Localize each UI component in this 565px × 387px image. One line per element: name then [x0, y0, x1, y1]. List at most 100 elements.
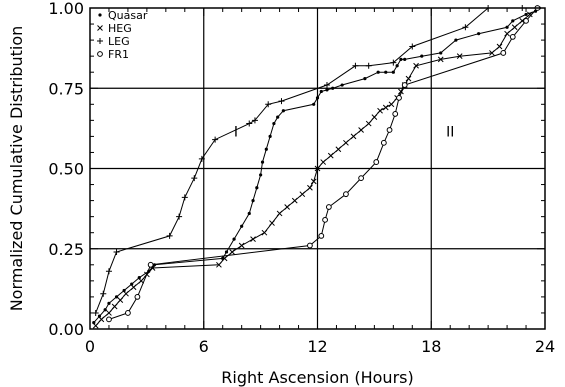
- data-point-heg: [405, 75, 412, 82]
- data-point-heg: [261, 229, 268, 236]
- data-point-quasar: [439, 51, 443, 55]
- data-point-heg: [504, 30, 510, 37]
- data-point-leg: [113, 248, 120, 255]
- legend-marker-heg: [97, 25, 103, 31]
- data-point-quasar: [224, 250, 229, 254]
- data-point-heg: [284, 204, 291, 210]
- data-point-fr1: [318, 233, 325, 239]
- data-point-heg: [489, 50, 495, 56]
- series-line-heg: [95, 14, 531, 327]
- data-point-quasar: [395, 64, 399, 68]
- data-point-heg: [320, 159, 327, 165]
- data-point-heg: [238, 242, 245, 249]
- data-point-heg: [111, 303, 118, 310]
- region-label: I: [234, 124, 238, 140]
- data-point-heg: [526, 11, 533, 18]
- data-point-heg: [250, 236, 256, 242]
- x-tick-label: 12: [307, 337, 327, 356]
- data-point-heg: [130, 284, 137, 291]
- legend-marker-quasar: [98, 13, 102, 17]
- data-point-fr1: [396, 94, 402, 101]
- data-point-heg: [310, 178, 317, 185]
- data-point-quasar: [340, 83, 344, 87]
- legend-item-fr1: FR1: [97, 48, 129, 61]
- data-point-leg: [409, 43, 416, 50]
- data-point-quasar: [97, 314, 102, 318]
- legend-marker-fr1: [97, 51, 103, 57]
- data-point-leg: [181, 194, 188, 201]
- data-point-heg: [365, 120, 372, 127]
- y-tick-label: 1.00: [48, 0, 84, 18]
- data-point-quasar: [399, 57, 403, 61]
- y-tick-label: 0.50: [48, 160, 84, 179]
- data-point-heg: [358, 127, 364, 133]
- y-tick-label: 0.75: [48, 79, 84, 98]
- legend-item-quasar: Quasar: [98, 9, 148, 22]
- data-point-heg: [511, 24, 518, 31]
- data-point-quasar: [272, 121, 276, 126]
- series-line-leg: [95, 7, 523, 314]
- data-point-heg: [117, 297, 124, 303]
- legend-label-heg: HEG: [108, 22, 132, 35]
- data-point-heg: [123, 290, 129, 297]
- data-point-quasar: [268, 134, 272, 138]
- data-point-quasar: [384, 70, 388, 74]
- data-point-quasar: [232, 237, 236, 241]
- x-tick-label: 18: [421, 337, 441, 356]
- data-point-fr1: [343, 191, 349, 198]
- data-point-leg: [246, 120, 253, 127]
- x-tick-label: 24: [535, 337, 555, 356]
- data-point-fr1: [106, 316, 112, 323]
- data-point-fr1: [386, 127, 393, 133]
- x-tick-label: 0: [85, 337, 95, 356]
- data-point-heg: [382, 104, 389, 111]
- data-point-quasar: [114, 295, 119, 299]
- data-point-leg: [390, 59, 397, 66]
- data-point-quasar: [312, 102, 316, 106]
- data-point-quasar: [363, 77, 367, 81]
- legend-item-leg: LEG: [97, 35, 130, 48]
- data-point-quasar: [107, 301, 111, 305]
- data-point-heg: [106, 310, 112, 316]
- data-point-fr1: [325, 204, 332, 210]
- data-point-fr1: [134, 294, 141, 300]
- data-point-fr1: [358, 175, 365, 182]
- series-layer: [92, 5, 541, 329]
- y-tick-label: 0.25: [48, 240, 84, 259]
- legend-label-quasar: Quasar: [108, 9, 148, 22]
- data-point-quasar: [477, 32, 481, 36]
- data-point-heg: [299, 191, 306, 198]
- data-point-quasar: [251, 199, 255, 203]
- data-point-heg: [343, 139, 349, 146]
- legend-label-fr1: FR1: [108, 48, 129, 61]
- data-point-heg: [437, 56, 444, 63]
- data-point-fr1: [500, 50, 507, 56]
- data-point-fr1: [380, 139, 387, 146]
- x-axis-label: Right Ascension (Hours): [221, 368, 413, 387]
- data-point-quasar: [247, 211, 251, 216]
- data-point-quasar: [240, 224, 244, 228]
- data-point-leg: [198, 155, 205, 162]
- data-point-heg: [456, 53, 463, 60]
- series-leg: [92, 5, 526, 316]
- legend-label-leg: LEG: [108, 35, 130, 48]
- data-point-fr1: [509, 33, 516, 40]
- data-point-leg: [352, 62, 359, 69]
- data-point-leg: [191, 175, 198, 182]
- data-point-leg: [365, 62, 372, 69]
- data-point-quasar: [122, 288, 126, 293]
- data-point-leg: [176, 213, 183, 220]
- data-point-heg: [496, 43, 503, 50]
- data-point-quasar: [276, 115, 280, 119]
- y-axis-label: Normalized Cumulative Distribution: [7, 26, 26, 312]
- data-point-quasar: [259, 173, 263, 177]
- data-point-leg: [166, 232, 173, 239]
- data-point-heg: [216, 261, 222, 268]
- data-point-fr1: [125, 310, 131, 316]
- legend-item-heg: HEG: [97, 22, 132, 35]
- data-point-quasar: [281, 109, 285, 113]
- data-point-fr1: [401, 82, 408, 88]
- data-point-leg: [251, 117, 258, 124]
- legend-marker-leg: [97, 38, 103, 44]
- data-point-quasar: [524, 12, 528, 17]
